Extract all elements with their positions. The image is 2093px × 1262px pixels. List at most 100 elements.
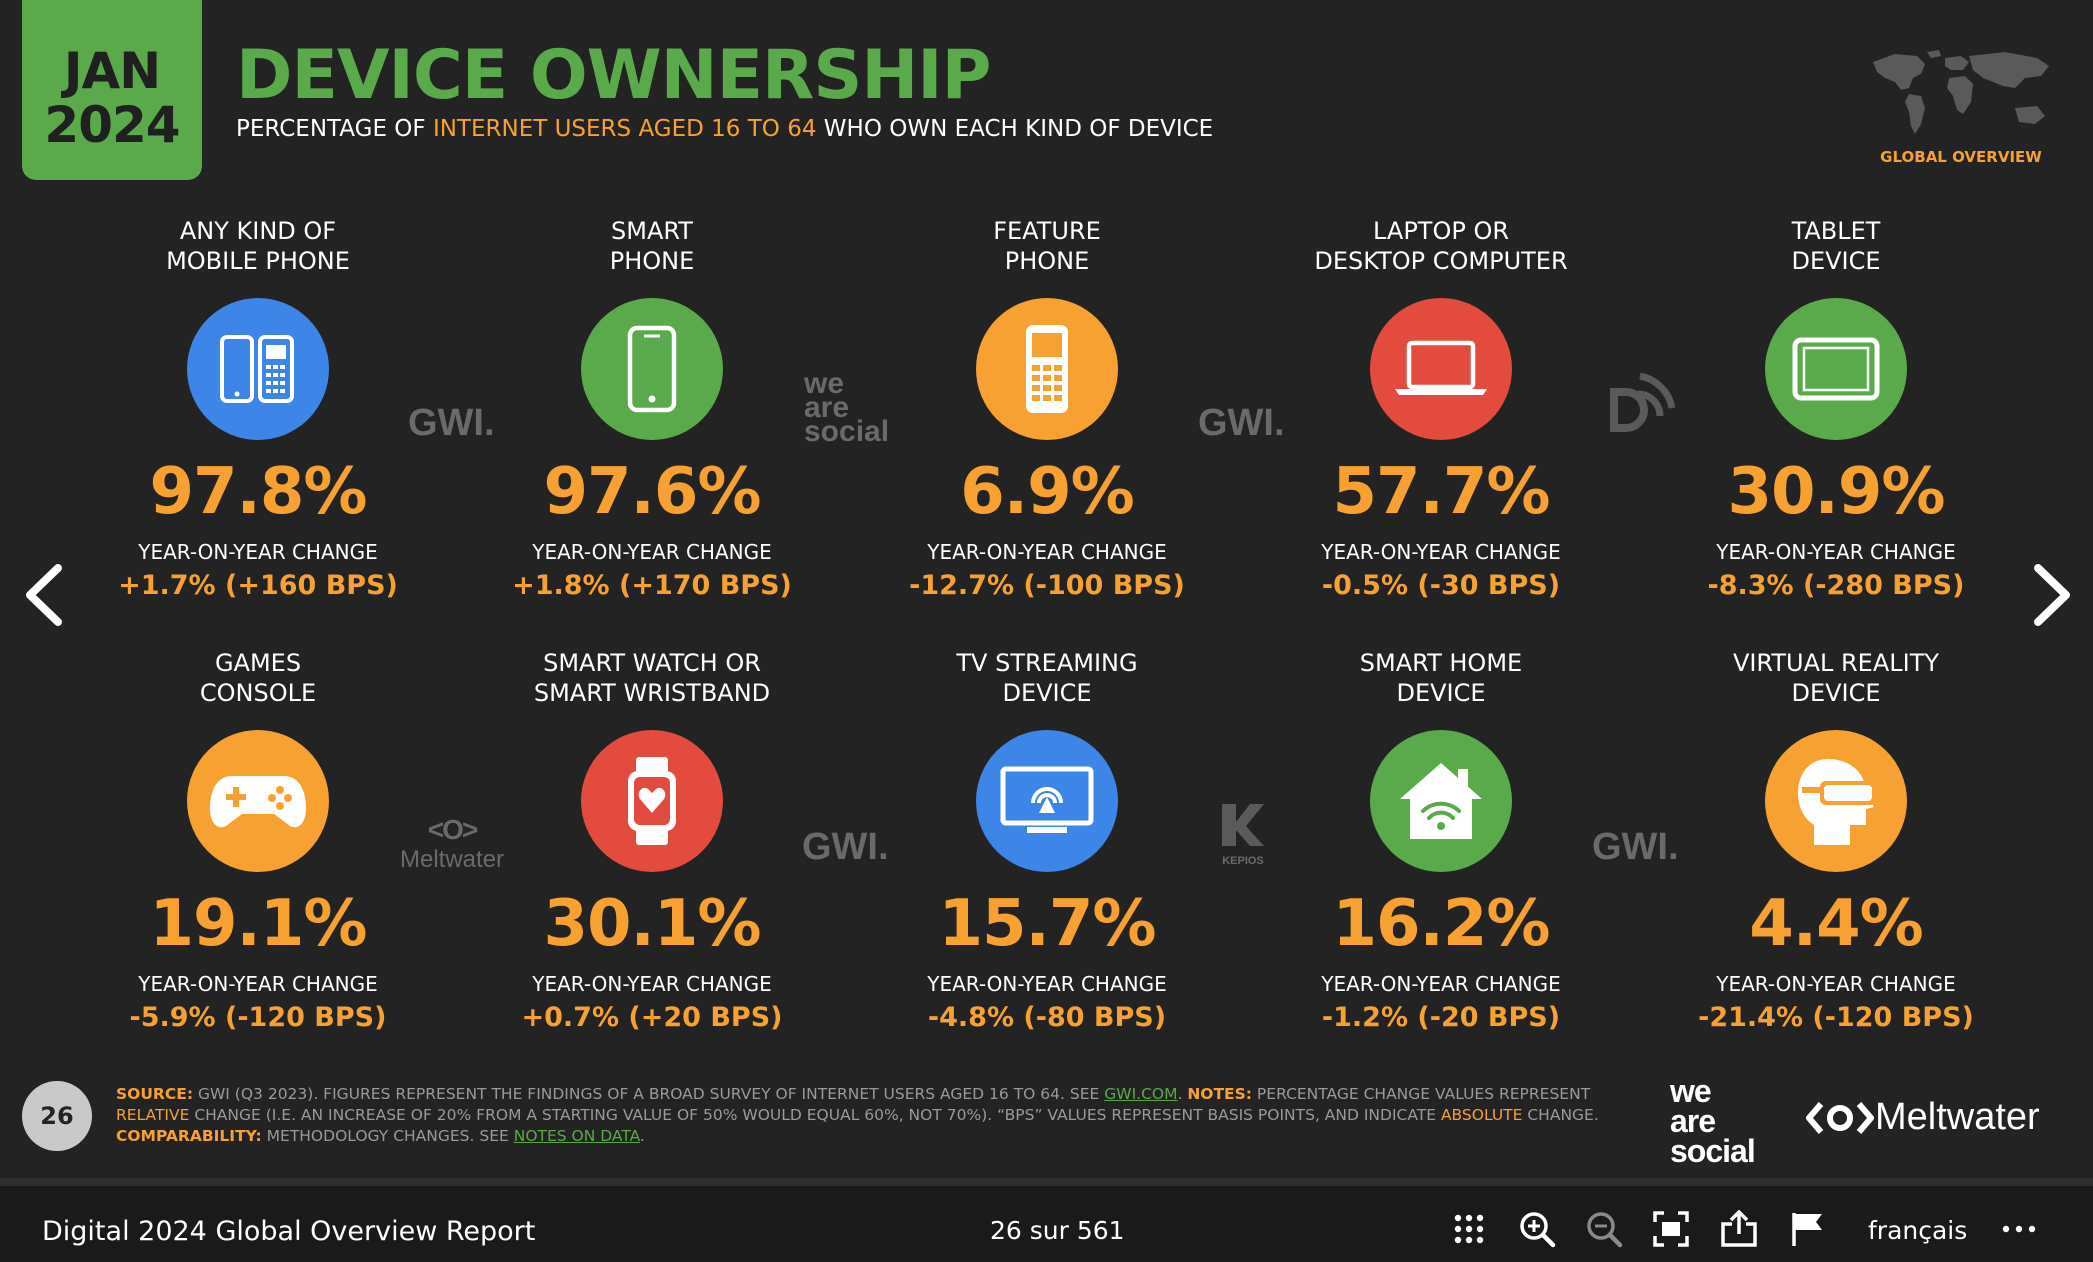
date-badge: JAN 2024 <box>22 0 202 180</box>
yoy-label: YEAR-ON-YEAR CHANGE <box>927 972 1167 996</box>
device-card-any-mobile: ANY KIND OF MOBILE PHONE 97.8% YEAR-ON-YE… <box>78 216 438 601</box>
device-value: 30.1% <box>543 887 761 961</box>
device-label: SMART HOME DEVICE <box>1359 649 1523 707</box>
device-card-tablet: TABLET DEVICE 30.9% YEAR-ON-YEAR CHANGE -… <box>1656 216 2016 601</box>
mobile-phones-icon <box>187 298 329 440</box>
device-card-smartwatch: SMART WATCH OR SMART WRISTBAND 30.1% YEAR… <box>472 648 832 1033</box>
yoy-change: -1.2% (-20 BPS) <box>1321 1002 1561 1033</box>
yoy-label: YEAR-ON-YEAR CHANGE <box>138 972 378 996</box>
yoy-change: +0.7% (+20 BPS) <box>521 1002 783 1033</box>
subtitle-text: PERCENTAGE OF <box>236 116 433 142</box>
source-notes: SOURCE: GWI (Q3 2023). FIGURES REPRESENT… <box>116 1085 1599 1145</box>
kepios-text: KEPIOS <box>1222 855 1264 867</box>
yoy-change: -0.5% (-30 BPS) <box>1321 570 1561 601</box>
zoom-in-icon[interactable] <box>1518 1210 1556 1248</box>
device-value: 19.1% <box>149 887 367 961</box>
device-value: 6.9% <box>960 455 1135 529</box>
grid-view-icon[interactable] <box>1450 1210 1488 1248</box>
device-value: 30.9% <box>1727 455 1945 529</box>
world-map-icon <box>1873 50 2049 134</box>
device-label: ANY KIND OF MOBILE PHONE <box>166 217 350 275</box>
yoy-label: YEAR-ON-YEAR CHANGE <box>138 540 378 564</box>
yoy-label: YEAR-ON-YEAR CHANGE <box>1321 972 1561 996</box>
device-label: FEATURE PHONE <box>993 217 1101 275</box>
gamepad-icon <box>187 730 329 872</box>
meltwater-watermark-text: Meltwater <box>400 846 505 873</box>
page-indicator: 26 sur 561 <box>990 1216 1125 1245</box>
yoy-change: -4.8% (-80 BPS) <box>927 1002 1167 1033</box>
yoy-change: +1.7% (+160 BPS) <box>118 570 398 601</box>
date-year: 2024 <box>44 96 180 154</box>
device-value: 57.7% <box>1332 455 1550 529</box>
yoy-label: YEAR-ON-YEAR CHANGE <box>927 540 1167 564</box>
smartphone-icon <box>581 298 723 440</box>
smartwatch-icon <box>581 730 723 872</box>
yoy-label: YEAR-ON-YEAR CHANGE <box>532 540 772 564</box>
we-are-social-brand-logo: we are social <box>1670 1073 1756 1169</box>
device-value: 15.7% <box>938 887 1156 961</box>
zoom-out-icon[interactable] <box>1585 1210 1623 1248</box>
language-selector[interactable]: français <box>1868 1216 1968 1245</box>
device-label: GAMES CONSOLE <box>199 649 317 707</box>
device-label: TABLET DEVICE <box>1791 217 1881 275</box>
fullscreen-icon[interactable] <box>1652 1210 1690 1248</box>
device-card-vr: VIRTUAL REALITY DEVICE 4.4% YEAR-ON-YEAR … <box>1656 648 2016 1033</box>
device-value: 16.2% <box>1332 887 1550 961</box>
device-card-tv-streaming: TV STREAMING DEVICE 15.7% YEAR-ON-YEAR CH… <box>867 648 1227 1033</box>
yoy-change: -21.4% (-120 BPS) <box>1698 1002 1974 1033</box>
smart-home-icon <box>1370 730 1512 872</box>
page-title: DEVICE OWNERSHIP <box>236 36 991 115</box>
yoy-label: YEAR-ON-YEAR CHANGE <box>1321 540 1561 564</box>
yoy-change: +1.8% (+170 BPS) <box>512 570 792 601</box>
we-are-social-logo: we are social <box>804 367 890 448</box>
page-subtitle: PERCENTAGE OF INTERNET USERS AGED 16 TO … <box>236 116 1213 142</box>
datareportal-logo <box>1610 372 1676 432</box>
device-card-smart-home: SMART HOME DEVICE 16.2% YEAR-ON-YEAR CHAN… <box>1261 648 1621 1033</box>
yoy-label: YEAR-ON-YEAR CHANGE <box>1716 972 1956 996</box>
gwi-logo: GWI. <box>802 826 889 868</box>
device-label: SMART WATCH OR SMART WRISTBAND <box>533 649 771 707</box>
subtitle-text-end: WHO OWN EACH KIND OF DEVICE <box>816 116 1214 142</box>
yoy-change: -12.7% (-100 BPS) <box>909 570 1185 601</box>
document-title: Digital 2024 Global Overview Report <box>42 1216 536 1247</box>
device-label: SMART PHONE <box>609 217 695 275</box>
gwi-logo: GWI. <box>1592 826 1679 868</box>
yoy-change: -8.3% (-280 BPS) <box>1707 570 1965 601</box>
tv-streaming-icon <box>976 730 1118 872</box>
global-overview-badge: GLOBAL OVERVIEW <box>1880 148 2042 166</box>
gwi-logo: GWI. <box>1198 402 1285 444</box>
share-icon[interactable] <box>1720 1210 1758 1248</box>
vr-headset-icon <box>1765 730 1907 872</box>
device-value: 4.4% <box>1749 887 1924 961</box>
previous-slide-arrow-icon[interactable] <box>22 560 66 630</box>
tablet-icon <box>1765 298 1907 440</box>
yoy-change: -5.9% (-120 BPS) <box>129 1002 387 1033</box>
laptop-icon <box>1370 298 1512 440</box>
meltwater-icon <box>1806 1101 1874 1134</box>
gwi-logo: GWI. <box>408 402 495 444</box>
device-label: TV STREAMING DEVICE <box>956 649 1138 707</box>
feature-phone-icon <box>976 298 1118 440</box>
meltwater-watermark: <O> Meltwater <box>400 814 504 874</box>
device-label: VIRTUAL REALITY DEVICE <box>1732 649 1940 707</box>
kepios-icon <box>1222 804 1264 846</box>
slide-number: 26 <box>22 1081 92 1151</box>
device-card-games-console: GAMES CONSOLE 19.1% YEAR-ON-YEAR CHANGE -… <box>78 648 438 1033</box>
device-card-feature-phone: FEATURE PHONE 6.9% YEAR-ON-YEAR CHANGE -1… <box>867 216 1227 601</box>
next-slide-arrow-icon[interactable] <box>2030 560 2074 630</box>
device-value: 97.6% <box>543 455 761 529</box>
device-card-smartphone: SMART PHONE 97.6% YEAR-ON-YEAR CHANGE +1.… <box>472 216 832 601</box>
subtitle-highlight: INTERNET USERS AGED 16 TO 64 <box>432 116 817 142</box>
meltwater-watermark-icon: <O> <box>427 814 478 845</box>
notes-on-data-link[interactable]: NOTES ON DATA <box>513 1127 640 1145</box>
device-value: 97.8% <box>149 455 367 529</box>
yoy-label: YEAR-ON-YEAR CHANGE <box>1716 540 1956 564</box>
date-month: JAN <box>63 42 161 100</box>
device-card-laptop: LAPTOP OR DESKTOP COMPUTER 57.7% YEAR-ON-… <box>1261 216 1621 601</box>
gwi-link[interactable]: GWI.COM <box>1104 1085 1178 1103</box>
meltwater-text: Meltwater <box>1875 1096 2040 1138</box>
report-flag-icon[interactable] <box>1788 1210 1826 1248</box>
yoy-label: YEAR-ON-YEAR CHANGE <box>532 972 772 996</box>
viewer-toolbar: Digital 2024 Global Overview Report 26 s… <box>0 1178 2093 1262</box>
more-options-icon[interactable] <box>2000 1210 2038 1248</box>
